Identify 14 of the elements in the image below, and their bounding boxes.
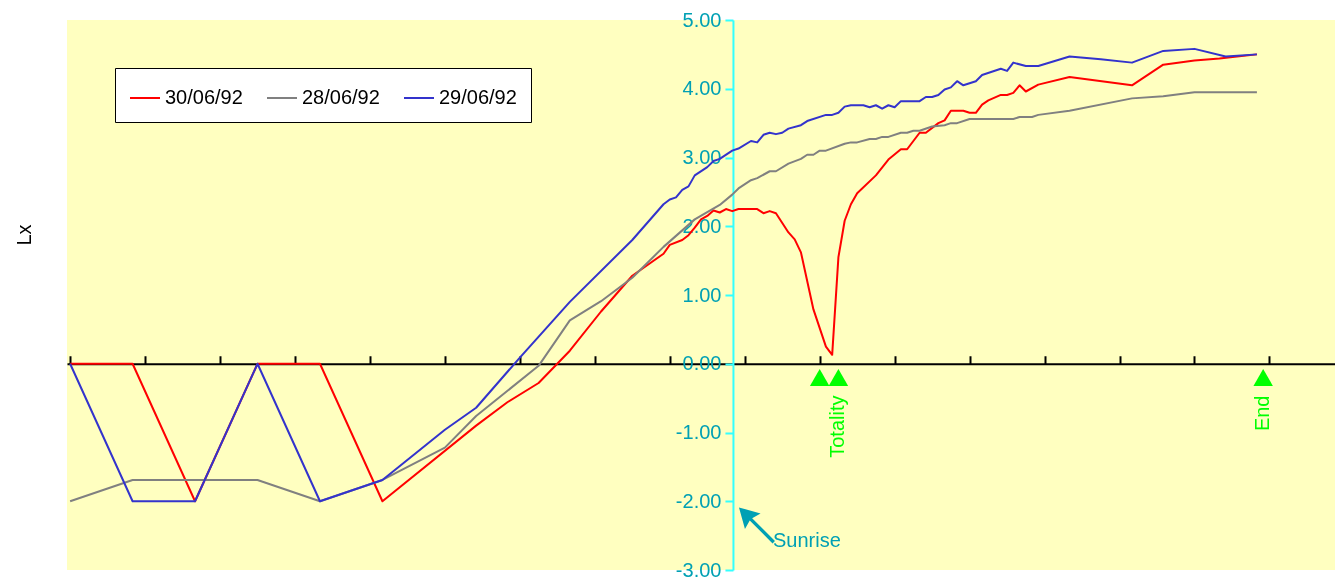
y-tick-label: -3.00: [675, 558, 722, 581]
y-tick-label: 4.00: [682, 77, 722, 100]
y-tick-label: 1.00: [682, 283, 722, 306]
annotation: Totality: [826, 395, 849, 458]
annotation: Sunrise: [772, 529, 841, 552]
y-tick-label: -1.00: [675, 421, 722, 443]
y-tick-label: 3.00: [682, 146, 722, 168]
y-tick-label: 5.00: [682, 8, 722, 31]
legend-label: 29/06/92: [439, 86, 517, 108]
y-axis-title: Lx: [13, 224, 35, 246]
legend-label: 30/06/92: [165, 86, 243, 108]
annotation: End: [1251, 395, 1274, 432]
y-tick-label: -2.00: [675, 489, 722, 512]
legend-label: 28/06/92: [302, 86, 380, 108]
